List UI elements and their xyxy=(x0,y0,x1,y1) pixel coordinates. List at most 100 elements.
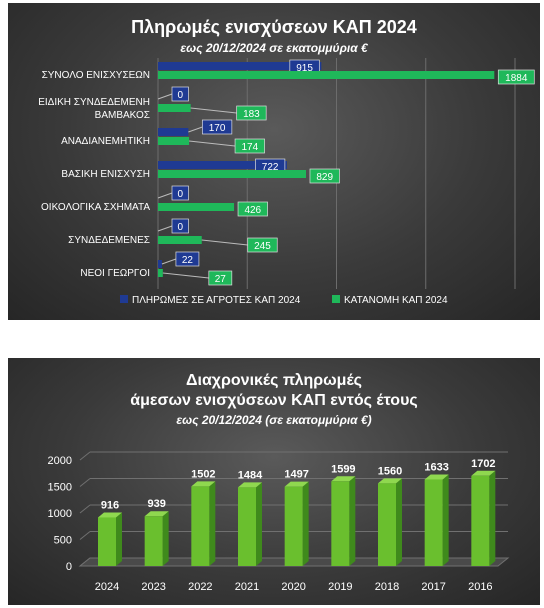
data-label: 939 xyxy=(147,498,165,510)
data-label-box xyxy=(234,138,265,154)
chart-title-line-2: άμεσων ενισχύσεων ΚΑΠ εντός έτους xyxy=(130,392,417,409)
data-label-box xyxy=(208,270,233,286)
bar xyxy=(331,481,350,566)
bar-payments xyxy=(158,128,189,136)
data-label: 245 xyxy=(254,241,271,252)
bar-allocation xyxy=(158,170,306,178)
chart-title: Πληρωμές ενισχύσεων ΚΑΠ 2024 xyxy=(131,17,417,37)
bar-top xyxy=(378,478,402,484)
data-label: 0 xyxy=(177,189,183,200)
data-label-box xyxy=(237,201,268,217)
y-tick-label: 2000 xyxy=(48,455,72,467)
label-leader xyxy=(157,225,173,232)
category-label: ΒΑΣΙΚΗ ΕΝΙΣΧΥΣΗ xyxy=(61,169,150,180)
bar-side xyxy=(256,482,262,566)
data-label-box xyxy=(171,218,189,234)
y-tick-label: 500 xyxy=(54,535,72,547)
bar-top xyxy=(238,482,262,488)
data-label-box xyxy=(309,168,340,184)
bar-allocation xyxy=(158,71,495,79)
data-label: 1599 xyxy=(331,463,355,475)
data-label: 1884 xyxy=(505,73,528,84)
legend-label: ΠΛΗΡΩΜΕΣ ΣΕ ΑΓΡΟΤΕΣ ΚΑΠ 2024 xyxy=(132,295,301,306)
bar-payments xyxy=(158,260,162,268)
data-label: 722 xyxy=(262,162,279,173)
bar-top xyxy=(98,512,122,518)
x-tick-label: 2024 xyxy=(95,581,119,593)
bar-side xyxy=(489,470,496,566)
data-label: 0 xyxy=(177,90,183,101)
x-tick-label: 2017 xyxy=(421,581,445,593)
bar-allocation xyxy=(158,269,163,277)
data-label: 27 xyxy=(215,274,227,285)
label-leader xyxy=(190,107,237,114)
category-label: ΕΙΔΙΚΗ ΣΥΝΔΕΔΕΜΕΝΗ xyxy=(38,97,150,108)
x-tick-label: 2016 xyxy=(468,581,492,593)
bar-side xyxy=(209,481,216,566)
legend-label: ΚΑΤΑΝΟΜΗ ΚΑΠ 2024 xyxy=(344,295,448,306)
data-label: 1484 xyxy=(238,469,263,481)
label-leader xyxy=(189,140,236,147)
chart-subtitle: εως 20/12/2024 σε εκατομμύρια € xyxy=(180,41,369,55)
y-tick-label: 1000 xyxy=(48,508,72,520)
bar xyxy=(191,486,210,566)
bar-top xyxy=(144,511,169,517)
data-label: 22 xyxy=(182,255,194,266)
data-label: 916 xyxy=(101,499,119,511)
gridline-diag xyxy=(79,478,91,487)
data-label-box xyxy=(247,237,278,253)
label-leader xyxy=(161,258,177,265)
data-label: 1502 xyxy=(191,468,215,480)
bar-top xyxy=(424,474,449,480)
data-label-box xyxy=(497,69,535,85)
label-leader xyxy=(188,126,203,133)
category-label: ΣΥΝΟΛΟ ΕΝΙΣΧΥΣΕΩΝ xyxy=(42,70,150,81)
bar xyxy=(284,486,303,566)
label-leader xyxy=(157,192,173,199)
bar-allocation xyxy=(158,203,235,211)
historical-payments-plot: Διαχρονικές πληρωμές άμεσων ενισχύσεων Κ… xyxy=(48,372,510,593)
data-label-box xyxy=(171,185,189,201)
x-tick-label: 2018 xyxy=(375,581,399,593)
category-label: ΒΑΜΒΑΚΟΣ xyxy=(95,110,150,121)
bar xyxy=(98,517,116,566)
bar-side xyxy=(442,474,449,566)
gridline-diag xyxy=(79,504,91,514)
data-label: 1497 xyxy=(284,469,308,481)
data-label: 1702 xyxy=(471,458,495,470)
bar-side xyxy=(116,512,122,566)
category-label: ΑΝΑΔΙΑΝΕΜΗΤΙΚΗ xyxy=(61,136,150,147)
gridline-diag xyxy=(79,531,91,540)
legend-swatch xyxy=(120,295,128,303)
y-tick-label: 1500 xyxy=(48,482,72,494)
label-leader xyxy=(157,93,173,100)
bar-allocation xyxy=(158,137,190,145)
bar-top xyxy=(284,481,309,487)
label-leader xyxy=(201,239,248,246)
x-tick-label: 2023 xyxy=(141,581,165,593)
bar xyxy=(144,516,163,566)
label-leader xyxy=(162,272,209,279)
bar-side xyxy=(349,476,356,566)
x-tick-label: 2020 xyxy=(281,581,305,593)
bar xyxy=(424,479,443,566)
gridline-diag xyxy=(79,451,91,461)
allocation-payments-plot: Πληρωμές ενισχύσεων ΚΑΠ 2024 εως 20/12/2… xyxy=(38,17,535,306)
bar xyxy=(471,475,490,566)
data-label: 0 xyxy=(177,222,183,233)
x-tick-label: 2019 xyxy=(328,581,352,593)
bar-allocation xyxy=(158,236,202,244)
legend-swatch xyxy=(332,295,340,303)
chart-title-line-1: Διαχρονικές πληρωμές xyxy=(186,372,362,389)
bar-side xyxy=(396,478,402,566)
data-label-box xyxy=(171,86,189,102)
data-label: 829 xyxy=(316,172,333,183)
bar-payments xyxy=(158,62,322,70)
data-label: 1633 xyxy=(424,461,448,473)
bar xyxy=(378,483,396,566)
chart-subtitle: εως 20/12/2024 (σε εκατομμύρια €) xyxy=(176,413,371,427)
data-label: 1560 xyxy=(378,465,402,477)
category-label: ΣΥΝΔΕΔΕΜΕΝΕΣ xyxy=(68,235,150,246)
bar-top xyxy=(471,470,496,476)
data-label-box xyxy=(201,119,233,135)
